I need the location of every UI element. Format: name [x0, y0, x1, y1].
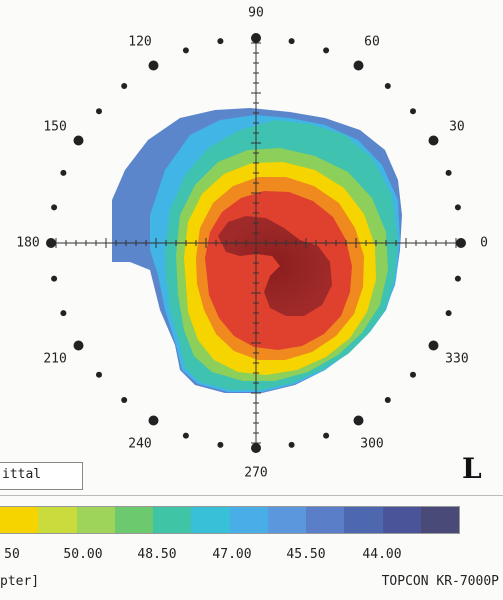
scale-tick-label: 48.50: [137, 547, 177, 562]
perimeter-dot: [121, 83, 128, 89]
scale-tick-label: 50: [4, 547, 20, 562]
angle-label-120: 120: [128, 34, 152, 50]
perimeter-dot: [428, 135, 439, 146]
perimeter-dot: [96, 108, 102, 115]
perimeter-dot: [148, 60, 159, 71]
perimeter-dot: [456, 238, 466, 248]
perimeter-dot: [60, 169, 67, 176]
perimeter-dot: [323, 432, 330, 439]
angle-label-240: 240: [128, 436, 152, 452]
perimeter-dot: [454, 275, 461, 282]
scale-divider: [0, 495, 503, 496]
perimeter-dot: [51, 275, 58, 282]
map-type-label: ittal: [2, 467, 42, 482]
corneal-map: [112, 108, 402, 393]
angle-label-30: 30: [449, 119, 465, 135]
perimeter-dot: [60, 310, 67, 317]
perimeter-dots: [46, 33, 466, 453]
perimeter-dot: [410, 371, 416, 378]
scale-tick-label: 45.50: [286, 547, 326, 562]
scale-swatch: [0, 507, 39, 533]
perimeter-dot: [353, 60, 364, 71]
scale-tick-label: 44.00: [362, 547, 402, 562]
perimeter-dot: [410, 108, 416, 115]
perimeter-dot: [148, 415, 159, 426]
angle-label-60: 60: [364, 34, 380, 50]
crosshair: [52, 38, 462, 450]
scale-swatch: [267, 507, 306, 533]
angle-label-330: 330: [445, 351, 469, 367]
eye-indicator: L: [462, 452, 482, 485]
angle-label-150: 150: [43, 119, 67, 135]
scale-swatch: [344, 507, 383, 533]
perimeter-dot: [73, 340, 84, 351]
perimeter-dot: [46, 238, 56, 248]
scale-swatch: [420, 507, 459, 533]
perimeter-dot: [182, 47, 189, 54]
scale-tick-label: 47.00: [212, 547, 252, 562]
perimeter-dot: [445, 310, 452, 317]
perimeter-dot: [428, 340, 439, 351]
perimeter-dot: [121, 397, 128, 403]
perimeter-dot: [251, 33, 261, 43]
perimeter-dot: [323, 47, 330, 54]
angle-label-90: 90: [248, 5, 264, 21]
angle-label-300: 300: [360, 436, 384, 452]
axis-ticks: [55, 42, 457, 444]
perimeter-dot: [353, 415, 364, 426]
perimeter-dot: [384, 83, 391, 89]
angle-label-180: 180: [16, 235, 40, 251]
perimeter-dot: [217, 38, 224, 45]
perimeter-dot: [182, 432, 189, 439]
perimeter-dot: [454, 204, 461, 211]
scale-swatch: [306, 507, 345, 533]
map-type-box: ittal: [0, 462, 83, 490]
perimeter-dot: [288, 441, 295, 448]
scale-swatch: [229, 507, 268, 533]
scale-swatch: [76, 507, 115, 533]
scale-tick-label: 50.00: [63, 547, 103, 562]
perimeter-dot: [288, 38, 295, 45]
scale-swatch: [153, 507, 192, 533]
scale-swatch: [191, 507, 230, 533]
perimeter-dot: [384, 397, 391, 403]
angle-label-210: 210: [43, 351, 67, 367]
perimeter-dot: [96, 371, 102, 378]
scale-swatch: [114, 507, 153, 533]
angle-label-270: 270: [244, 465, 268, 481]
color-scale-bar: [0, 506, 460, 534]
perimeter-dot: [73, 135, 84, 146]
units-label: pter]: [0, 574, 40, 589]
topography-map: [46, 33, 466, 453]
scale-swatch: [38, 507, 77, 533]
scale-swatch: [382, 507, 421, 533]
perimeter-dot: [445, 169, 452, 176]
perimeter-dot: [51, 204, 58, 211]
device-label: TOPCON KR-7000P: [381, 574, 499, 589]
angle-label-0: 0: [480, 235, 488, 251]
perimeter-dot: [251, 443, 261, 453]
perimeter-dot: [217, 441, 224, 448]
